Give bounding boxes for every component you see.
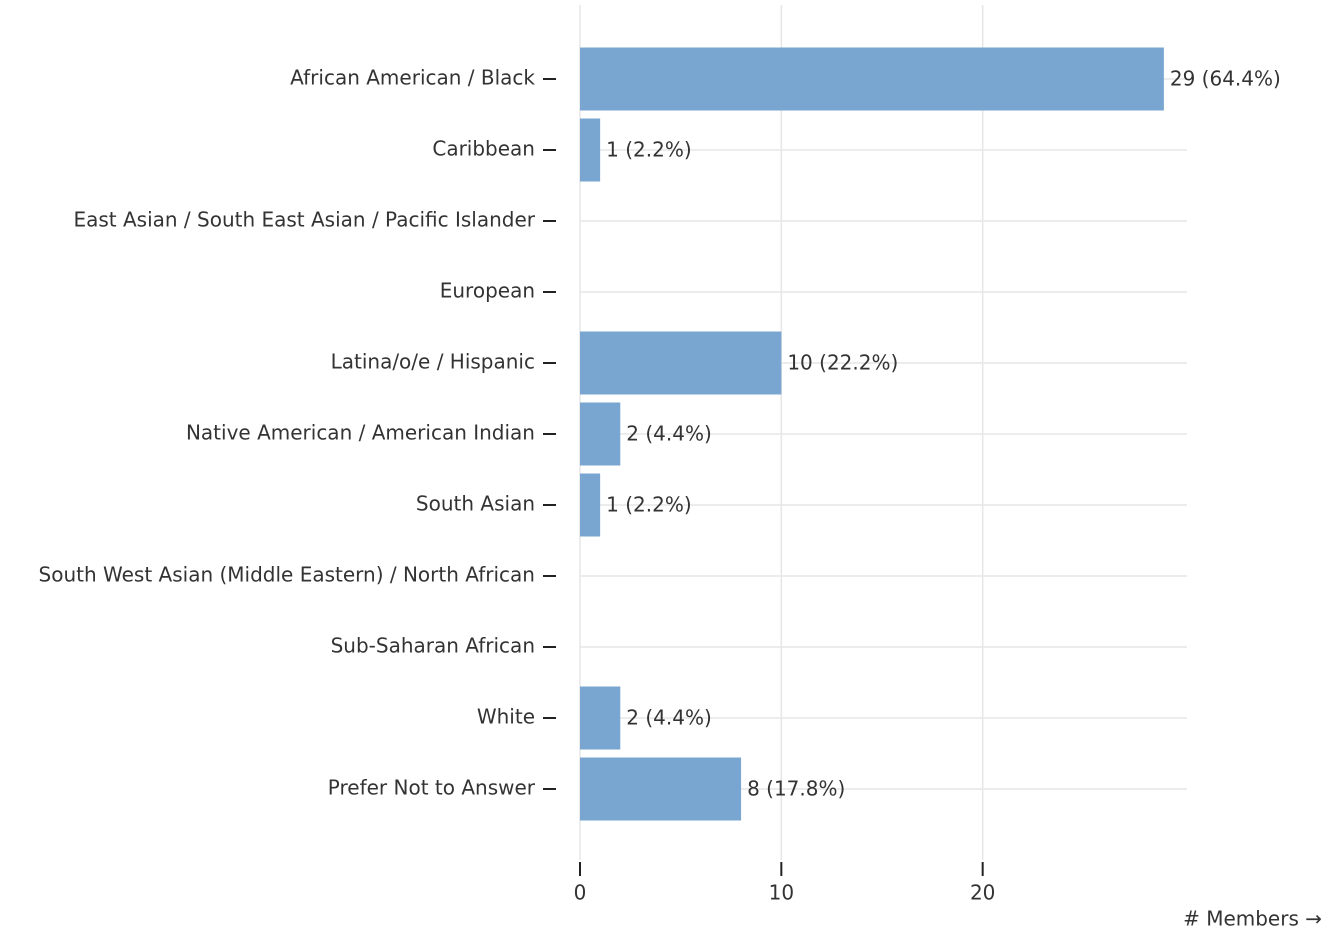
x-axis-label: # Members → bbox=[1183, 907, 1322, 931]
bar bbox=[580, 47, 1164, 111]
y-tick-label: Caribbean bbox=[432, 137, 535, 161]
y-tick-label: Sub-Saharan African bbox=[331, 634, 535, 658]
y-tick-label: South West Asian (Middle Eastern) / Nort… bbox=[39, 563, 535, 587]
y-tick-label: South Asian bbox=[416, 492, 535, 516]
y-tick-label: European bbox=[440, 279, 535, 303]
bar bbox=[580, 118, 601, 182]
bar bbox=[580, 757, 742, 821]
value-label: 1 (2.2%) bbox=[606, 493, 692, 517]
value-label: 2 (4.4%) bbox=[626, 706, 712, 730]
value-label: 8 (17.8%) bbox=[747, 777, 845, 801]
y-tick-label: Prefer Not to Answer bbox=[328, 776, 536, 800]
value-label: 29 (64.4%) bbox=[1170, 67, 1281, 91]
bar bbox=[580, 686, 621, 750]
y-tick-label: Latina/o/e / Hispanic bbox=[331, 350, 535, 374]
bar bbox=[580, 402, 621, 466]
y-tick-label: White bbox=[477, 705, 535, 729]
bar bbox=[580, 473, 601, 537]
x-tick-label: 0 bbox=[574, 881, 587, 905]
value-label: 1 (2.2%) bbox=[606, 138, 692, 162]
x-tick-label: 20 bbox=[970, 881, 995, 905]
y-tick-label: Native American / American Indian bbox=[186, 421, 535, 445]
y-tick-label: East Asian / South East Asian / Pacific … bbox=[73, 208, 535, 232]
x-tick-label: 10 bbox=[769, 881, 794, 905]
bar bbox=[580, 331, 782, 395]
value-label: 2 (4.4%) bbox=[626, 422, 712, 446]
y-tick-label: African American / Black bbox=[290, 66, 535, 90]
value-label: 10 (22.2%) bbox=[787, 351, 898, 375]
